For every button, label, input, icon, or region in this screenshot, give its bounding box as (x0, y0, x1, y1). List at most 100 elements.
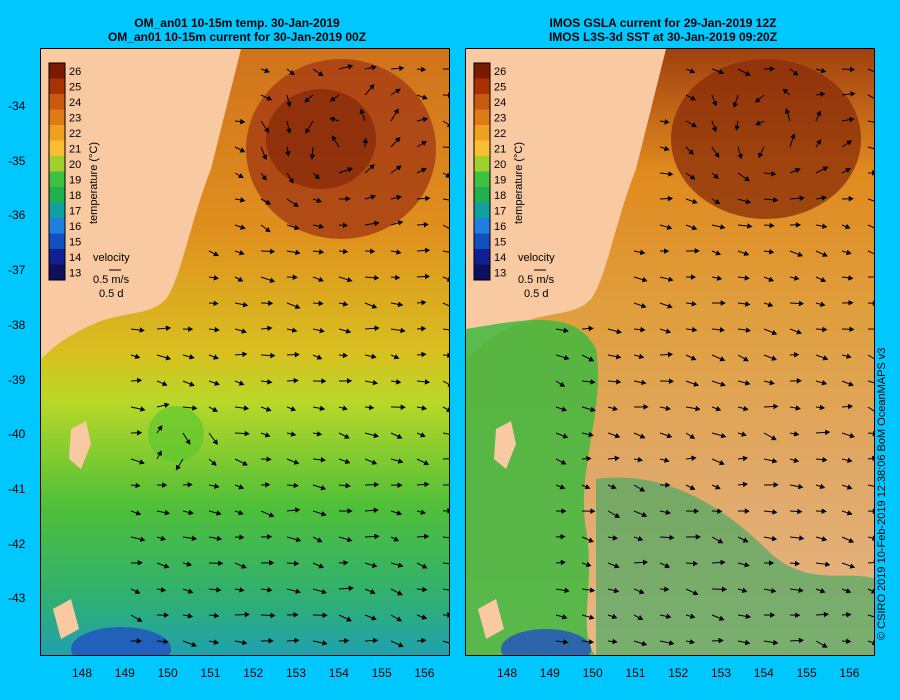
right-panel-title: IMOS GSLA current for 29-Jan-2019 12Z IM… (468, 16, 858, 44)
colorbar-swatch-right (474, 187, 490, 203)
velocity-speed: 0.5 m/s (93, 274, 130, 286)
colorbar-label: temperature (°C) (88, 142, 100, 224)
colorbar-swatch (49, 94, 65, 110)
colorbar-tick: 13 (69, 268, 81, 280)
x-axis-label: 148 (72, 666, 93, 680)
x-axis-label-right: 148 (497, 666, 518, 680)
y-axis-label: -41 (8, 481, 26, 496)
right-map-panel: 26 25 24 23 22 21 20 19 18 17 16 15 14 13 temperature … (465, 48, 875, 656)
colorbar-tick-right: 15 (494, 237, 506, 249)
x-axis-label-right: 151 (625, 666, 646, 680)
colorbar-tick-right: 13 (494, 268, 506, 280)
colorbar-swatch-right (474, 249, 490, 265)
colorbar-tick-right: 25 (494, 82, 506, 94)
colorbar-tick-right: 19 (494, 175, 506, 187)
right-title-line1: IMOS GSLA current for 29-Jan-2019 12Z (549, 16, 777, 30)
colorbar-swatch-right (474, 140, 490, 157)
credit-text: © CSIRO 2019 10-Feb-2019 12:38:06 BoM Oc… (876, 347, 888, 640)
colorbar-tick: 21 (69, 144, 81, 156)
y-axis-label: -43 (8, 591, 26, 606)
x-axis-label: 156 (414, 666, 435, 680)
x-axis-label: 154 (328, 666, 349, 680)
colorbar-tick-right: 22 (494, 128, 506, 140)
colorbar-swatch-right (474, 78, 490, 95)
colorbar-tick-right: 14 (494, 252, 506, 264)
x-axis-label: 155 (371, 666, 392, 680)
colorbar-swatch (49, 156, 65, 172)
colorbar-swatch-right (474, 202, 490, 219)
right-title-line2: IMOS L3S-3d SST at 30-Jan-2019 09:20Z (548, 30, 778, 44)
x-axis-label: 149 (114, 666, 135, 680)
colorbar-swatch-right (474, 125, 490, 141)
colorbar-swatch-right (474, 109, 490, 126)
colorbar-tick: 25 (69, 82, 81, 94)
colorbar-tick: 18 (69, 190, 81, 202)
colorbar-swatch (49, 249, 65, 265)
x-axis-label-right: 149 (539, 666, 560, 680)
x-axis-label: 153 (286, 666, 307, 680)
left-map-panel: 26 25 24 23 22 21 20 19 18 17 16 15 14 13 temperature … (40, 48, 450, 656)
left-current-arrows (130, 64, 449, 648)
colorbar-swatch (49, 63, 65, 79)
right-velocity-legend: velocity 0.5 m/s 0.5 d (518, 252, 555, 300)
y-axis-label: -35 (8, 153, 26, 168)
x-axis-label-right: 154 (753, 666, 774, 680)
x-axis-label-right: 155 (796, 666, 817, 680)
colorbar-swatch-right (474, 94, 490, 110)
y-axis-label: -34 (8, 99, 26, 113)
x-axis-label-right: 152 (668, 666, 689, 680)
colorbar-tick: 15 (69, 237, 81, 249)
colorbar-tick-right: 16 (494, 221, 506, 233)
colorbar-swatch (49, 233, 65, 250)
colorbar-tick: 22 (69, 128, 81, 140)
y-axis-label: -40 (8, 427, 26, 442)
colorbar-swatch (49, 171, 65, 188)
colorbar-tick: 16 (69, 221, 81, 233)
colorbar-tick-right: 23 (494, 113, 506, 125)
colorbar-tick: 17 (69, 206, 81, 218)
colorbar-swatch-right (474, 156, 490, 172)
y-axis-label: -38 (8, 317, 26, 332)
y-axis-label: -36 (8, 208, 26, 223)
x-axis-label: 150 (157, 666, 178, 680)
colorbar-swatch (49, 187, 65, 203)
right-colorbar: 26 25 24 23 22 21 20 19 18 17 16 15 14 13 temperature … (473, 62, 525, 281)
colorbar-swatch-right (474, 233, 490, 250)
colorbar-swatch (49, 140, 65, 157)
colorbar-tick: 23 (69, 113, 81, 125)
y-axis-label: -42 (8, 536, 26, 551)
colorbar-tick-right: 24 (494, 97, 506, 109)
right-current-arrows (555, 66, 874, 648)
left-title-line2: OM_an01 10-15m current for 30-Jan-2019 0… (107, 30, 367, 44)
colorbar-tick-right: 18 (494, 190, 506, 202)
left-title-line1: OM_an01 10-15m temp. 30-Jan-2019 (134, 16, 340, 30)
x-axis-label-right: 156 (839, 666, 860, 680)
velocity-duration: 0.5 d (99, 288, 123, 300)
colorbar-tick-right: 26 (494, 66, 506, 78)
right-map-svg: 26 25 24 23 22 21 20 19 18 17 16 15 14 13 temperature … (466, 49, 874, 655)
x-axis-label-right: 150 (582, 666, 603, 680)
colorbar-tick-right: 20 (494, 159, 506, 171)
x-axis-label: 152 (243, 666, 264, 680)
y-axis-label: -39 (8, 372, 26, 387)
x-axis-label-right: 153 (711, 666, 732, 680)
colorbar-swatch-right (474, 264, 490, 281)
colorbar-tick: 20 (69, 159, 81, 171)
left-panel-title: OM_an01 10-15m temp. 30-Jan-2019 OM_an01… (42, 16, 432, 44)
velocity-label: velocity (93, 252, 130, 264)
velocity-label-right: velocity (518, 252, 555, 264)
colorbar-swatch (49, 218, 65, 234)
x-axis-label: 151 (200, 666, 221, 680)
left-velocity-legend: velocity 0.5 m/s 0.5 d (93, 252, 130, 300)
colorbar-swatch (49, 125, 65, 141)
colorbar-label-right: temperature (°C) (513, 142, 525, 224)
colorbar-swatch-right (474, 171, 490, 188)
y-axis-label: -37 (8, 263, 26, 278)
colorbar-swatch-right (474, 218, 490, 234)
velocity-duration-right: 0.5 d (524, 288, 548, 300)
colorbar-swatch (49, 78, 65, 95)
colorbar-tick: 26 (69, 66, 81, 78)
velocity-speed-right: 0.5 m/s (518, 274, 555, 286)
colorbar-swatch (49, 264, 65, 281)
colorbar-tick: 19 (69, 175, 81, 187)
